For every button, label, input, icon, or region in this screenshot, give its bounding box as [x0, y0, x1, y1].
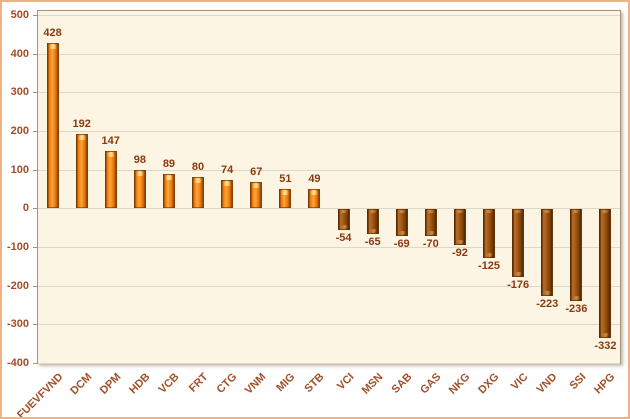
value-label: -92 — [451, 246, 468, 259]
y-tick-label: -400 — [6, 357, 29, 369]
bar-NKG — [453, 209, 466, 245]
x-tick-label: DCM — [67, 371, 95, 398]
bar-DXG — [483, 209, 496, 258]
gridline — [38, 53, 620, 55]
x-tick-label: DXG — [476, 371, 502, 397]
bar-VND — [541, 209, 554, 296]
gridline — [38, 92, 620, 94]
bar-VNM — [250, 182, 263, 209]
bar-MIG — [279, 188, 292, 209]
bar-DPM — [104, 151, 117, 209]
y-tick-mark — [33, 169, 37, 171]
value-label: -223 — [536, 297, 559, 310]
y-tick-label: -100 — [6, 241, 29, 253]
x-tick-label: VCB — [156, 371, 182, 396]
gridline — [38, 324, 620, 326]
x-tick-label: NKG — [446, 371, 473, 397]
gridline — [38, 131, 620, 132]
x-tick-label: SSI — [567, 371, 589, 393]
x-tick-label: HPG — [592, 371, 618, 397]
y-tick-mark — [33, 92, 37, 94]
x-tick-label: STB — [302, 371, 327, 396]
bar-CTG — [221, 179, 234, 209]
bar-VIC — [512, 209, 525, 278]
y-tick-mark — [33, 324, 37, 326]
value-label: 74 — [221, 163, 234, 176]
y-tick-mark — [33, 131, 37, 132]
y-tick-label: 200 — [10, 125, 29, 137]
plot-area: 428 192 147 98 89 80 74 67 51 49 -54 -65 -69 -70 -92 -1… — [33, 10, 621, 364]
x-tick-label: HDB — [126, 371, 153, 397]
value-label: -332 — [594, 339, 617, 352]
gridline — [38, 169, 620, 171]
value-label: 192 — [72, 118, 91, 131]
value-label: -65 — [364, 236, 381, 249]
y-tick-label: 500 — [10, 9, 29, 21]
y-tick-label: -200 — [6, 279, 29, 292]
y-tick-mark — [33, 247, 37, 248]
bar-GAS — [424, 209, 437, 237]
bar-FRT — [192, 177, 205, 209]
value-label: 51 — [279, 172, 292, 185]
y-tick-label: 100 — [10, 163, 29, 176]
y-axis-labels: 500 400 300 200 100 0 -100 -200 -300 -400 — [2, 9, 32, 369]
x-tick-label: DPM — [97, 371, 124, 397]
value-label: 147 — [101, 135, 120, 148]
gridline — [38, 363, 620, 364]
value-label: 98 — [133, 154, 146, 167]
bar-FUEVFVND — [46, 42, 59, 209]
y-tick-mark — [33, 53, 37, 55]
bar-SSI — [570, 209, 583, 301]
y-tick-label: -300 — [6, 318, 29, 331]
value-label: 428 — [43, 26, 62, 39]
bar-STB — [308, 189, 321, 209]
bar-SAB — [395, 209, 408, 236]
y-tick-label: 400 — [10, 47, 29, 60]
gridline — [38, 247, 620, 248]
x-tick-label: GAS — [417, 371, 444, 397]
x-tick-label: VNM — [242, 371, 269, 397]
x-tick-label: FUEVFVND — [14, 371, 66, 419]
value-label: -70 — [422, 238, 439, 251]
gridline — [38, 15, 620, 16]
bar-VCI — [337, 209, 350, 231]
y-tick-mark — [33, 285, 37, 287]
x-tick-label: FRT — [186, 371, 211, 395]
x-tick-label: VIC — [509, 371, 531, 393]
x-tick-label: CTG — [214, 371, 240, 396]
value-label: -54 — [335, 232, 352, 245]
y-tick-mark — [33, 15, 37, 16]
x-tick-label: MIG — [274, 371, 298, 395]
y-tick-mark — [33, 208, 37, 210]
y-tick-mark — [33, 363, 37, 364]
bar-MSN — [366, 209, 379, 235]
x-tick-label: SAB — [389, 371, 415, 396]
bar-DCM — [75, 134, 88, 209]
bar-HDB — [133, 170, 146, 209]
gridline — [38, 208, 620, 210]
value-label: -176 — [507, 279, 530, 292]
x-tick-label: VND — [534, 371, 560, 396]
bar-VCB — [162, 173, 175, 209]
y-tick-label: 300 — [10, 86, 29, 99]
value-label: 67 — [250, 166, 263, 179]
gridline — [38, 285, 620, 287]
value-label: 80 — [191, 161, 205, 174]
x-tick-label: MSN — [359, 371, 386, 397]
y-tick-label: 0 — [22, 202, 29, 215]
value-label: 89 — [162, 157, 176, 170]
x-tick-label: VCI — [334, 371, 357, 393]
value-label: 49 — [308, 173, 321, 186]
value-label: -125 — [478, 259, 501, 272]
bar-HPG — [599, 209, 612, 338]
value-label: -69 — [393, 238, 410, 250]
value-label: -236 — [565, 302, 588, 315]
